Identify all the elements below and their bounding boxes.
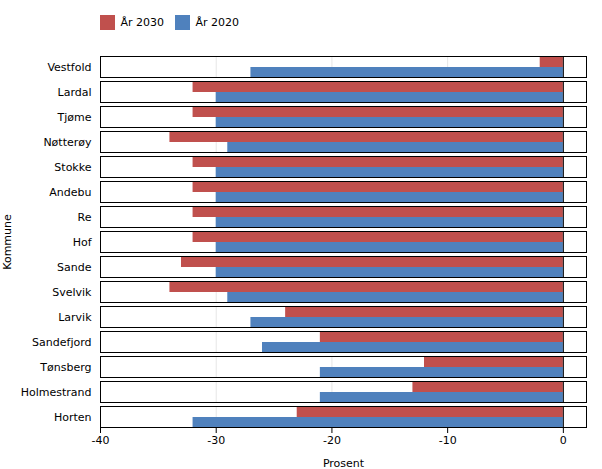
- svg-text:Kommune: Kommune: [1, 214, 14, 270]
- svg-text:Sande: Sande: [57, 260, 92, 273]
- svg-text:Andebu: Andebu: [49, 185, 91, 198]
- html-text:År 2030: År 2030: [120, 16, 164, 29]
- svg-text:Hof: Hof: [73, 235, 93, 248]
- svg-text:Prosent: Prosent: [323, 456, 365, 469]
- svg-text:Svelvik: Svelvik: [52, 285, 92, 298]
- svg-text:Larvik: Larvik: [58, 310, 92, 323]
- svg-text:Re: Re: [78, 210, 92, 223]
- svg-text:Horten: Horten: [54, 410, 92, 423]
- svg-text:Tjøme: Tjøme: [57, 110, 92, 123]
- svg-text:Lardal: Lardal: [58, 85, 92, 98]
- svg-text:-30: -30: [207, 434, 225, 447]
- html-text:År 2020: År 2020: [195, 16, 240, 29]
- svg-text:Tønsberg: Tønsberg: [39, 360, 91, 373]
- svg-text:-40: -40: [92, 434, 110, 447]
- svg-text:-10: -10: [439, 434, 457, 447]
- svg-text:Holmestrand: Holmestrand: [21, 385, 92, 398]
- svg-text:Sandefjord: Sandefjord: [32, 335, 91, 348]
- svg-text:Stokke: Stokke: [54, 160, 91, 173]
- svg-text:-20: -20: [323, 434, 341, 447]
- svg-text:0: 0: [560, 434, 567, 447]
- svg-text:Nøtterøy: Nøtterøy: [43, 135, 92, 148]
- svg-text:Vestfold: Vestfold: [47, 60, 91, 73]
